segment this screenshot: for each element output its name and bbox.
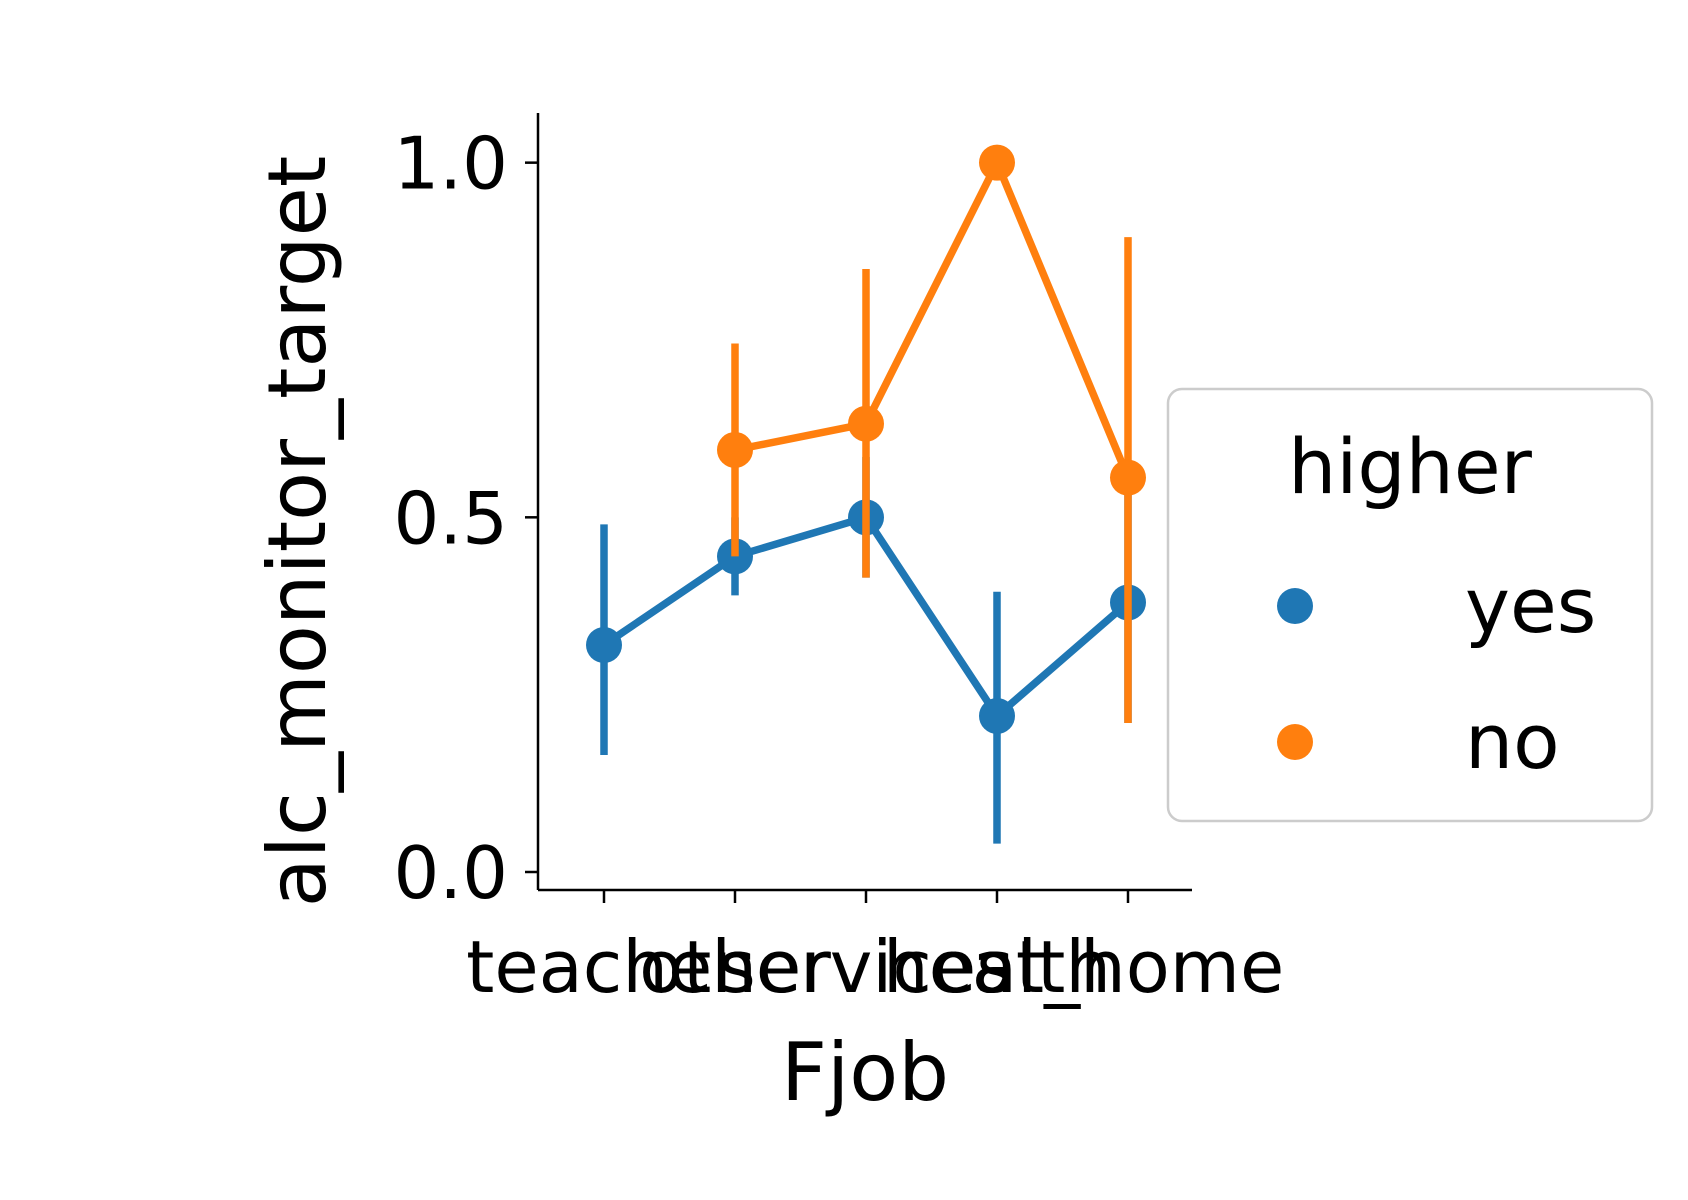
legend: higher yes no xyxy=(1166,387,1654,823)
x-tick-label: at_home xyxy=(972,925,1284,1009)
x-tick-label: health xyxy=(883,925,1111,1009)
y-tick-label: 1.0 xyxy=(393,122,508,206)
series-layer xyxy=(586,144,1146,844)
x-axis-title: Fjob xyxy=(781,1026,949,1119)
data-point xyxy=(979,697,1015,734)
legend-label: yes xyxy=(1465,561,1596,650)
legend-marker xyxy=(1277,588,1313,624)
data-point xyxy=(717,431,753,468)
legend-title: higher xyxy=(1288,422,1532,511)
x-tick-label: services xyxy=(718,925,1013,1009)
legend-marker xyxy=(1277,724,1313,760)
series-no xyxy=(717,144,1146,724)
data-point xyxy=(586,627,622,664)
data-point xyxy=(848,405,884,442)
x-tick-label: other xyxy=(639,925,831,1009)
data-point xyxy=(1110,459,1146,496)
legend-label: no xyxy=(1465,697,1560,786)
x-tick-label: teacher xyxy=(466,925,742,1009)
y-tick-label: 0.5 xyxy=(393,476,508,560)
y-ticks: 0.0 0.5 1.0 xyxy=(393,122,538,915)
y-axis-title: alc_monitor_target xyxy=(251,156,344,907)
data-point xyxy=(979,144,1015,181)
legend-box xyxy=(1166,387,1654,823)
series-line xyxy=(734,158,1132,480)
y-tick-label: 0.0 xyxy=(393,831,508,915)
